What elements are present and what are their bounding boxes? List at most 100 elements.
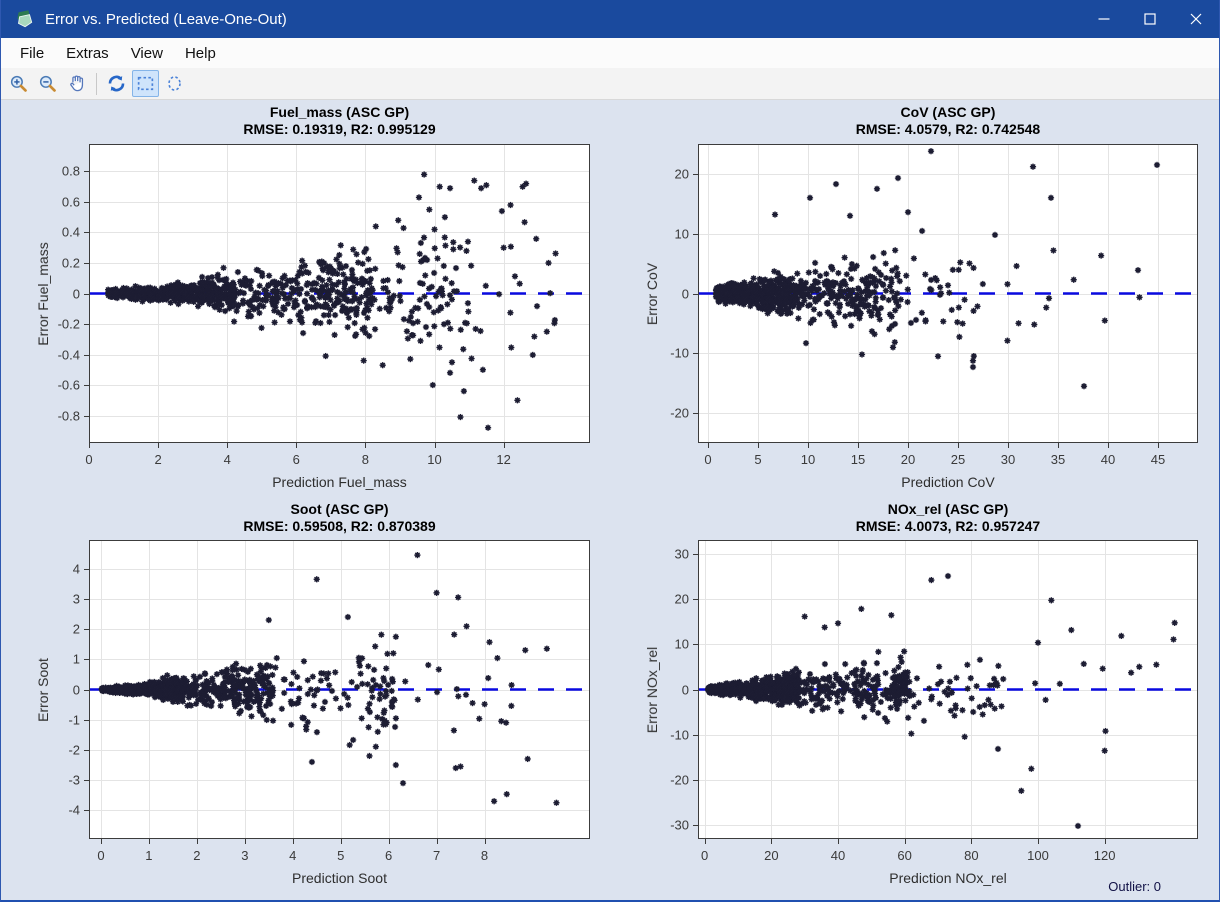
zoom-in-icon xyxy=(10,75,27,92)
x-tick-label: 4 xyxy=(223,452,231,467)
pan-button[interactable] xyxy=(63,70,90,97)
x-tick-label: 0 xyxy=(85,452,93,467)
rect-select-button[interactable] xyxy=(132,70,159,97)
x-tick-label: 10 xyxy=(427,452,442,467)
y-tick-label: 1 xyxy=(72,651,80,667)
ellipse-select-button[interactable] xyxy=(161,70,188,97)
x-tick-label: 120 xyxy=(1093,848,1116,863)
pan-hand-icon xyxy=(70,75,84,92)
menu-help[interactable]: Help xyxy=(184,44,216,62)
x-tick-label: 2 xyxy=(154,452,162,467)
chart-cov: CoV (ASC GP) RMSE: 4.0579, R2: 0.742548 … xyxy=(611,100,1220,497)
y-tick-label: 0.2 xyxy=(61,255,80,271)
window-controls xyxy=(1081,0,1219,38)
x-tick-label: 30 xyxy=(1000,452,1016,467)
y-tick-label: 0 xyxy=(72,286,80,301)
minimize-button[interactable] xyxy=(1081,0,1127,38)
x-tick-label: 0 xyxy=(97,848,105,863)
y-tick-label: 30 xyxy=(674,546,689,562)
x-tick-label: 5 xyxy=(754,452,762,467)
zoom-out-icon xyxy=(39,75,56,92)
y-tick-label: 4 xyxy=(72,561,80,577)
x-tick-label: 8 xyxy=(480,848,489,863)
scatter-canvas[interactable] xyxy=(611,497,1220,894)
y-tick-label: -1 xyxy=(68,712,80,728)
y-tick-label: -0.4 xyxy=(57,347,80,363)
x-tick-label: 20 xyxy=(900,452,916,467)
y-tick-label: 20 xyxy=(674,166,689,182)
x-axis-label: Prediction CoV xyxy=(901,474,995,490)
x-tick-label: 12 xyxy=(496,452,511,467)
x-tick-label: 45 xyxy=(1150,452,1166,467)
y-tick-label: 2 xyxy=(72,621,80,637)
chart-fuel-mass: Fuel_mass (ASC GP) RMSE: 0.19319, R2: 0.… xyxy=(1,100,611,497)
y-tick-label: -30 xyxy=(670,817,689,833)
x-tick-label: 6 xyxy=(385,848,393,863)
x-tick-label: 20 xyxy=(764,848,779,863)
menu-view[interactable]: View xyxy=(130,44,163,62)
menu-extras[interactable]: Extras xyxy=(66,44,109,62)
app-logo-icon xyxy=(13,8,35,30)
y-tick-label: -20 xyxy=(670,772,689,788)
menu-file[interactable]: File xyxy=(20,44,45,62)
y-tick-label: -4 xyxy=(68,802,80,818)
x-tick-label: 10 xyxy=(800,452,816,467)
x-tick-label: 0 xyxy=(701,848,709,863)
x-tick-label: 2 xyxy=(193,848,201,863)
x-axis-label: Prediction NOx_rel xyxy=(889,870,1007,886)
y-tick-label: -20 xyxy=(670,405,689,421)
refresh-icon xyxy=(108,75,125,92)
chart-nox-rel: NOx_rel (ASC GP) RMSE: 4.0073, R2: 0.957… xyxy=(611,497,1220,894)
zoom-in-button[interactable] xyxy=(5,70,32,97)
y-tick-label: 0.4 xyxy=(61,224,80,240)
x-tick-label: 3 xyxy=(241,848,249,863)
y-tick-label: -10 xyxy=(670,727,689,743)
x-tick-label: 25 xyxy=(950,452,966,467)
x-tick-label: 8 xyxy=(361,452,370,467)
outlier-count-label: Outlier: 0 xyxy=(1108,879,1161,894)
ellipse-select-icon xyxy=(168,76,181,91)
chart-soot: Soot (ASC GP) RMSE: 0.59508, R2: 0.87038… xyxy=(1,497,611,894)
y-tick-label: -2 xyxy=(68,742,80,758)
x-tick-label: 80 xyxy=(964,848,979,863)
x-tick-label: 40 xyxy=(1100,452,1116,467)
maximize-button[interactable] xyxy=(1127,0,1173,38)
y-tick-label: 0.6 xyxy=(61,194,80,210)
y-tick-label: -3 xyxy=(68,772,80,788)
plot-grid: Fuel_mass (ASC GP) RMSE: 0.19319, R2: 0.… xyxy=(1,100,1220,900)
window-title: Error vs. Predicted (Leave-One-Out) xyxy=(45,10,287,28)
close-button[interactable] xyxy=(1173,0,1219,38)
x-axis-label: Prediction Fuel_mass xyxy=(272,474,407,490)
zoom-out-button[interactable] xyxy=(34,70,61,97)
x-tick-label: 1 xyxy=(145,848,153,863)
menu-bar: File Extras View Help xyxy=(1,38,1219,68)
title-bar: Error vs. Predicted (Leave-One-Out) xyxy=(1,0,1219,38)
y-tick-label: 0.8 xyxy=(61,163,80,179)
x-tick-label: 7 xyxy=(432,848,441,863)
x-tick-label: 15 xyxy=(850,452,866,467)
y-tick-label: 0 xyxy=(681,682,689,697)
refresh-button[interactable] xyxy=(103,70,130,97)
x-tick-label: 40 xyxy=(830,848,846,863)
y-tick-label: 3 xyxy=(72,591,80,607)
scatter-canvas[interactable] xyxy=(1,497,611,894)
x-tick-label: 60 xyxy=(897,848,912,863)
x-tick-label: 100 xyxy=(1027,848,1049,863)
scatter-canvas[interactable] xyxy=(611,100,1220,497)
y-tick-label: -0.2 xyxy=(57,316,80,332)
x-tick-label: 35 xyxy=(1050,452,1066,467)
x-tick-label: 5 xyxy=(337,848,345,863)
x-tick-label: 0 xyxy=(704,452,712,467)
y-tick-label: 20 xyxy=(674,591,689,607)
toolbar xyxy=(1,68,1219,100)
y-tick-label: -10 xyxy=(670,345,689,361)
y-tick-label: 0 xyxy=(681,286,689,301)
x-tick-label: 4 xyxy=(289,848,297,863)
y-tick-label: 0 xyxy=(72,682,80,697)
y-tick-label: -0.6 xyxy=(57,377,80,393)
scatter-canvas[interactable] xyxy=(1,100,611,497)
x-axis-label: Prediction Soot xyxy=(292,870,387,886)
y-tick-label: 10 xyxy=(674,636,689,652)
